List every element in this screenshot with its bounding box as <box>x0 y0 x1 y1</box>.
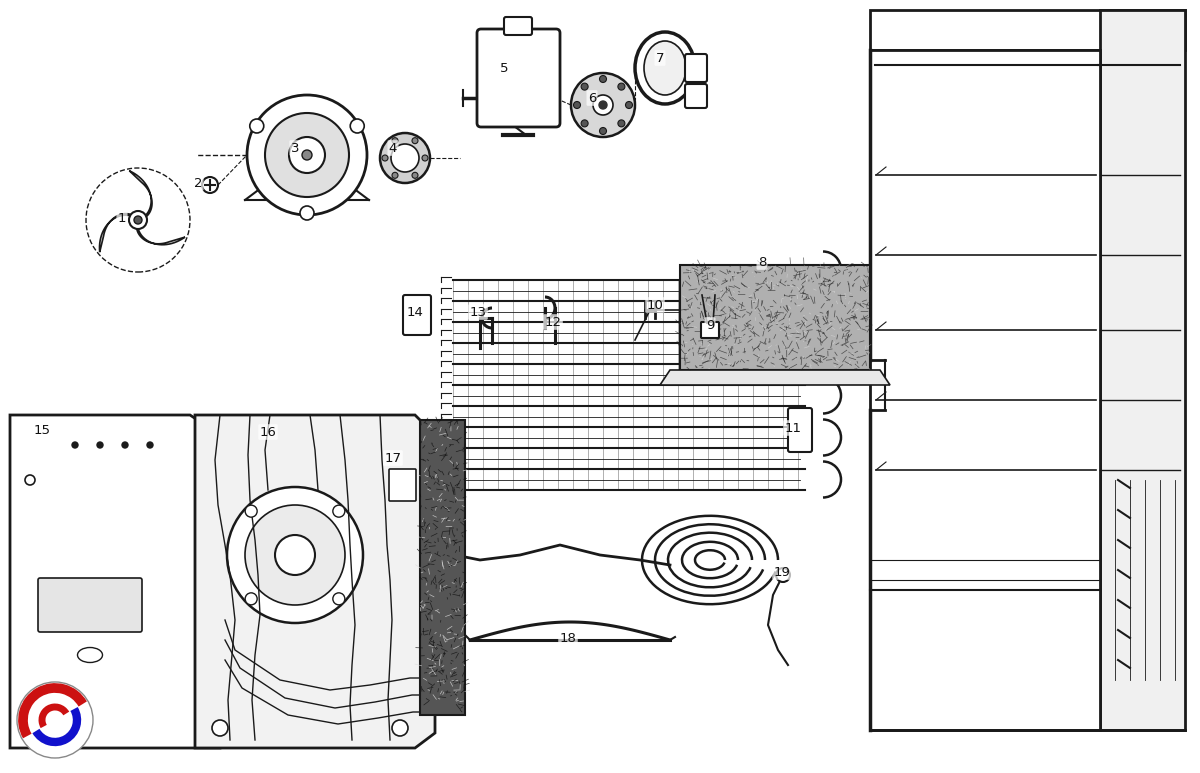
Circle shape <box>72 442 78 448</box>
Polygon shape <box>100 213 132 252</box>
FancyBboxPatch shape <box>685 54 707 82</box>
FancyBboxPatch shape <box>403 295 431 335</box>
Polygon shape <box>870 10 1184 50</box>
Circle shape <box>392 172 398 179</box>
Polygon shape <box>660 370 890 385</box>
Circle shape <box>250 119 264 133</box>
Text: 3: 3 <box>290 141 299 155</box>
Circle shape <box>245 505 346 605</box>
Polygon shape <box>130 171 152 217</box>
Bar <box>680 265 870 370</box>
Text: 15: 15 <box>34 424 50 437</box>
Circle shape <box>134 216 142 224</box>
Circle shape <box>332 506 344 517</box>
Circle shape <box>599 101 607 109</box>
Text: 2: 2 <box>193 176 203 189</box>
Polygon shape <box>870 50 1100 730</box>
Circle shape <box>593 95 613 115</box>
Polygon shape <box>10 415 220 748</box>
Text: 9: 9 <box>706 318 714 332</box>
Circle shape <box>265 113 349 197</box>
Circle shape <box>302 150 312 160</box>
Circle shape <box>245 506 257 517</box>
Text: 19: 19 <box>774 566 791 578</box>
Circle shape <box>130 211 148 229</box>
Circle shape <box>97 442 103 448</box>
Circle shape <box>618 120 625 127</box>
Text: 6: 6 <box>588 91 596 104</box>
Text: 18: 18 <box>559 632 576 645</box>
Circle shape <box>212 720 228 736</box>
Polygon shape <box>196 415 434 748</box>
Circle shape <box>300 206 314 220</box>
FancyBboxPatch shape <box>701 322 719 338</box>
Circle shape <box>350 119 365 133</box>
Text: 17: 17 <box>384 451 402 465</box>
Circle shape <box>148 442 154 448</box>
Circle shape <box>380 133 430 183</box>
Circle shape <box>776 568 790 582</box>
Text: 1: 1 <box>118 212 126 224</box>
Circle shape <box>571 73 635 137</box>
Circle shape <box>600 128 606 135</box>
Text: 8: 8 <box>758 256 766 268</box>
Text: 16: 16 <box>259 425 276 438</box>
Ellipse shape <box>635 32 695 104</box>
Text: 4: 4 <box>389 141 397 155</box>
Circle shape <box>245 593 257 604</box>
Text: 12: 12 <box>545 315 562 329</box>
Circle shape <box>581 83 588 90</box>
Text: 13: 13 <box>469 305 486 318</box>
Ellipse shape <box>78 648 102 662</box>
Circle shape <box>332 593 344 604</box>
Circle shape <box>574 101 581 108</box>
Circle shape <box>600 76 606 83</box>
Circle shape <box>49 714 61 726</box>
Circle shape <box>581 120 588 127</box>
FancyBboxPatch shape <box>788 408 812 452</box>
Circle shape <box>227 487 364 623</box>
Circle shape <box>382 155 388 161</box>
Circle shape <box>392 138 398 144</box>
Circle shape <box>391 144 419 172</box>
Circle shape <box>422 155 428 161</box>
Circle shape <box>289 137 325 173</box>
Circle shape <box>618 83 625 90</box>
Circle shape <box>17 682 94 758</box>
Circle shape <box>412 172 418 179</box>
Text: 7: 7 <box>655 52 665 64</box>
Circle shape <box>392 720 408 736</box>
Circle shape <box>412 138 418 144</box>
Circle shape <box>625 101 632 108</box>
Circle shape <box>25 475 35 485</box>
Circle shape <box>122 442 128 448</box>
Bar <box>420 420 466 715</box>
Circle shape <box>202 177 218 193</box>
Text: 14: 14 <box>407 305 424 318</box>
FancyBboxPatch shape <box>38 578 142 632</box>
Ellipse shape <box>644 41 686 95</box>
Text: 10: 10 <box>647 298 664 312</box>
Polygon shape <box>1100 10 1184 730</box>
FancyBboxPatch shape <box>685 84 707 108</box>
FancyBboxPatch shape <box>504 17 532 35</box>
Text: 5: 5 <box>499 62 509 74</box>
Circle shape <box>247 95 367 215</box>
FancyBboxPatch shape <box>389 469 416 501</box>
FancyBboxPatch shape <box>476 29 560 127</box>
Circle shape <box>275 535 314 575</box>
Polygon shape <box>137 228 185 245</box>
Text: 11: 11 <box>785 421 802 434</box>
